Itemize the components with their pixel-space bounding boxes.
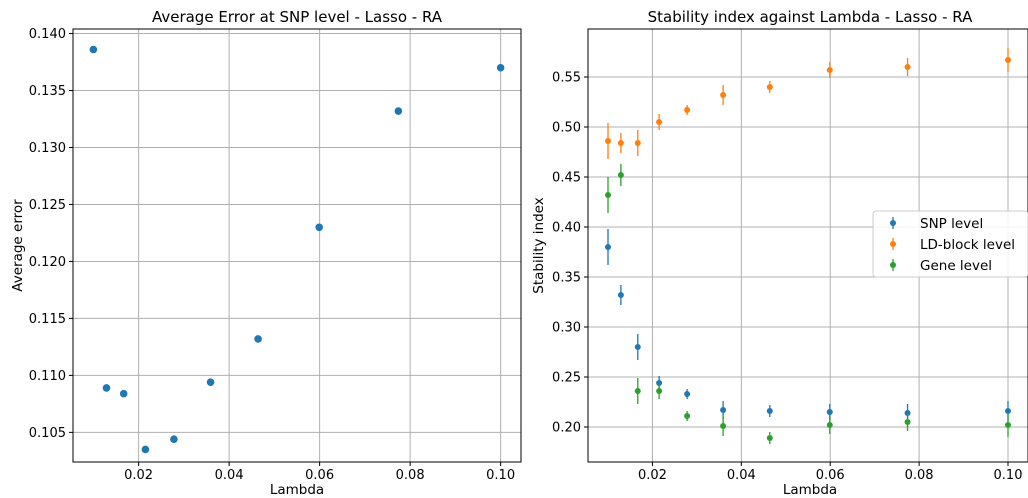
- data-point: [605, 138, 611, 144]
- y-tick-label: 0.40: [552, 221, 581, 236]
- data-point: [1005, 57, 1011, 63]
- data-point: [904, 419, 911, 425]
- y-tick-label: 0.110: [29, 369, 66, 384]
- x-axis-label: Lambda: [783, 482, 837, 498]
- data-point: [605, 192, 611, 198]
- legend-marker: [890, 262, 896, 268]
- y-tick-label: 0.115: [29, 312, 66, 327]
- data-point: [1005, 422, 1011, 428]
- data-point: [766, 435, 773, 441]
- chart-stability-index: Stability index against Lambda - Lasso -…: [531, 8, 1028, 498]
- data-point: [826, 422, 833, 428]
- y-axis-label: Average error: [10, 199, 26, 292]
- plot-frame: [72, 28, 522, 463]
- x-tick-label: 0.10: [994, 468, 1023, 483]
- series-2: [605, 164, 1011, 444]
- data-point: [102, 384, 111, 392]
- y-tick-label: 0.125: [29, 198, 66, 213]
- data-point: [315, 223, 323, 232]
- data-point: [904, 64, 911, 70]
- y-tick-label: 0.30: [552, 321, 581, 336]
- data-point: [656, 119, 663, 125]
- x-axis-label: Lambda: [270, 482, 324, 498]
- data-point: [254, 335, 262, 343]
- data-point: [766, 84, 773, 90]
- y-tick-label: 0.35: [552, 271, 581, 286]
- x-tick-label: 0.06: [305, 468, 334, 483]
- data-point: [119, 389, 128, 398]
- chart-title: Stability index against Lambda - Lasso -…: [648, 8, 973, 26]
- data-point: [634, 344, 641, 350]
- data-point: [634, 388, 641, 394]
- x-tick-label: 0.08: [905, 468, 934, 483]
- x-tick-label: 0.04: [727, 468, 756, 483]
- chart-average-error: Average Error at SNP level - Lasso - RA …: [10, 8, 522, 498]
- series-1: [605, 48, 1011, 159]
- y-tick-label: 0.20: [552, 421, 581, 436]
- data-point: [617, 292, 624, 298]
- y-axis-label: Stability index: [531, 197, 547, 293]
- data-point: [141, 445, 150, 454]
- data-point: [684, 107, 691, 113]
- y-tick-label: 0.105: [29, 426, 66, 441]
- data-point: [766, 408, 773, 414]
- legend: SNP level LD-block level Gene level: [872, 210, 1028, 278]
- data-point: [496, 63, 505, 72]
- data-point: [720, 423, 727, 429]
- y-tick-label: 0.130: [29, 141, 66, 156]
- x-tick-label: 0.08: [396, 468, 425, 483]
- data-point: [394, 107, 403, 115]
- legend-label: Gene level: [920, 258, 992, 274]
- data-point: [684, 391, 691, 397]
- y-tick-label: 0.50: [552, 121, 581, 136]
- x-tick-label: 0.06: [816, 468, 845, 483]
- plot-frame: [587, 28, 1028, 463]
- data-point: [826, 409, 833, 415]
- data-point: [684, 413, 691, 419]
- legend-marker: [890, 241, 896, 247]
- axes: 0.02 0.04 0.06 0.08 0.10 0.105 0.110 0.115 0.120…: [29, 27, 515, 483]
- data-point: [89, 45, 98, 54]
- data-point: [605, 244, 611, 250]
- data-point: [617, 140, 624, 146]
- y-tick-label: 0.135: [29, 84, 66, 99]
- legend-box: [872, 210, 1028, 278]
- data-point: [720, 92, 727, 98]
- axes: 0.02 0.04 0.06 0.08 0.10 0.20 0.25 0.30 0.35 0.40…: [552, 71, 1022, 484]
- data-point: [826, 67, 833, 73]
- y-tick-label: 0.140: [29, 27, 66, 42]
- x-tick-label: 0.04: [215, 468, 244, 483]
- series-0: [605, 229, 1011, 422]
- data-point: [720, 407, 727, 413]
- legend-label: SNP level: [920, 216, 983, 232]
- x-tick-label: 0.02: [124, 468, 153, 483]
- y-tick-label: 0.45: [552, 171, 581, 186]
- x-tick-label: 0.02: [638, 468, 667, 483]
- x-tick-label: 0.10: [486, 468, 515, 483]
- data-point: [617, 172, 624, 178]
- series-0: [89, 45, 505, 454]
- data-point: [1005, 408, 1011, 414]
- y-tick-label: 0.25: [552, 371, 581, 386]
- data-point: [634, 140, 641, 146]
- y-tick-label: 0.55: [552, 71, 581, 86]
- data-point: [656, 388, 663, 394]
- legend-marker: [890, 220, 896, 226]
- data-point: [170, 435, 178, 444]
- y-tick-label: 0.120: [29, 255, 66, 270]
- legend-label: LD-block level: [920, 237, 1015, 253]
- data-point: [206, 378, 215, 387]
- chart-title: Average Error at SNP level - Lasso - RA: [152, 8, 443, 26]
- grid: [73, 29, 521, 462]
